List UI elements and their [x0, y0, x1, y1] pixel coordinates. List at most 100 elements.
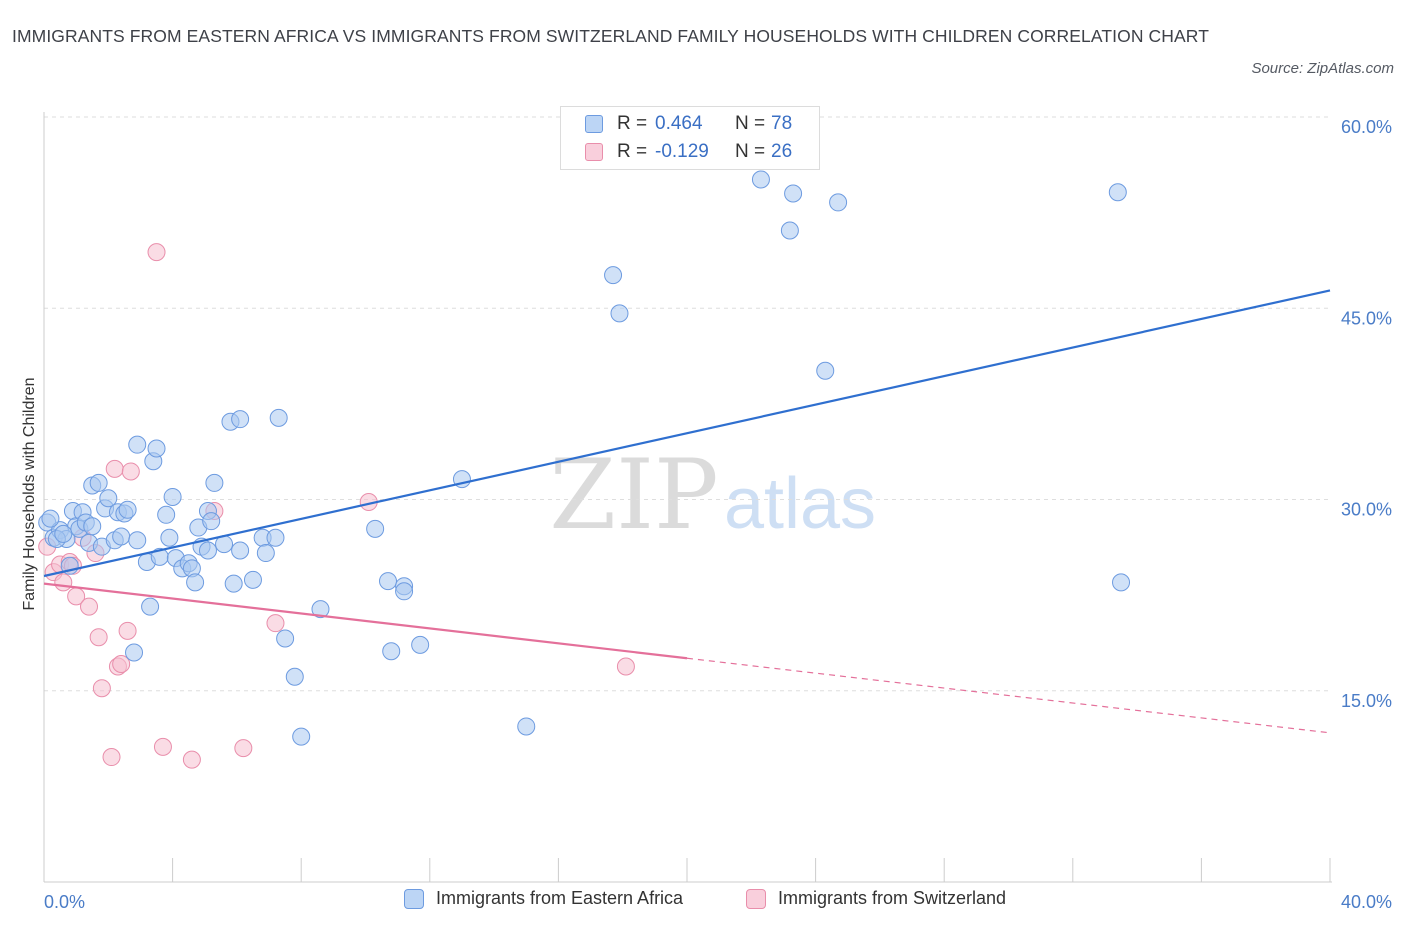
data-point-eastern-africa [1108, 183, 1127, 202]
data-point-eastern-africa [205, 473, 224, 492]
series-eastern-africa-points [38, 170, 1131, 746]
data-point-eastern-africa [198, 541, 217, 560]
data-point-eastern-africa [256, 544, 275, 563]
data-point-eastern-africa [89, 473, 108, 492]
data-point-eastern-africa [163, 487, 182, 506]
data-point-switzerland [80, 597, 99, 616]
data-point-eastern-africa [379, 572, 398, 591]
y-tick-labels: 15.0% 30.0% 45.0% 60.0% [1341, 117, 1392, 711]
data-point-eastern-africa [610, 304, 629, 323]
data-point-switzerland [147, 243, 166, 262]
series-legend: Immigrants from Eastern Africa Immigrant… [0, 888, 1406, 916]
data-point-eastern-africa [231, 410, 250, 429]
r-value: -0.129 [655, 141, 709, 162]
data-point-eastern-africa [224, 574, 243, 593]
trend-line-eastern-africa [43, 289, 1331, 578]
stats-row-switzerland: R = -0.129 N = 26 [585, 139, 792, 165]
legend-item-switzerland: Immigrants from Switzerland [746, 888, 1006, 909]
data-point-eastern-africa [395, 582, 414, 601]
data-point-eastern-africa [147, 439, 166, 458]
data-point-eastern-africa [780, 221, 799, 240]
data-point-switzerland [153, 737, 172, 756]
data-point-eastern-africa [125, 643, 144, 662]
data-point-eastern-africa [54, 524, 73, 543]
n-label: N = [735, 113, 766, 134]
source-credit: Source: ZipAtlas.com [1251, 60, 1394, 77]
data-point-eastern-africa [266, 528, 285, 547]
stats-legend: R = 0.464 N = 78 R = -0.129 N = 26 [560, 106, 820, 170]
data-point-eastern-africa [128, 531, 147, 550]
watermark-atlas: atlas [724, 464, 876, 544]
data-point-switzerland [54, 573, 73, 592]
data-point-switzerland [266, 614, 285, 633]
data-point-eastern-africa [292, 727, 311, 746]
data-point-eastern-africa [751, 170, 770, 189]
data-point-eastern-africa [118, 500, 137, 519]
data-point-switzerland [89, 628, 108, 647]
legend-swatch-blue [585, 115, 603, 133]
y-tick-label: 15.0% [1341, 691, 1392, 711]
data-point-eastern-africa [202, 512, 221, 531]
watermark-zip: ZIP [549, 439, 718, 551]
data-point-eastern-africa [411, 635, 430, 654]
grid-lines [44, 116, 1330, 692]
n-value: 78 [771, 113, 793, 134]
legend-swatch-pink [746, 888, 766, 909]
r-value: 0.464 [655, 113, 703, 134]
data-point-switzerland [112, 654, 131, 673]
trend-lines [43, 289, 1331, 734]
data-point-eastern-africa [160, 528, 179, 547]
trend-line-switzerland-extension [686, 657, 1331, 734]
y-tick-label: 30.0% [1341, 500, 1392, 520]
data-point-eastern-africa [604, 266, 623, 285]
x-tick-label-max: 40.0% [1341, 892, 1392, 912]
legend-swatch-pink [585, 143, 603, 161]
data-point-eastern-africa [141, 597, 160, 616]
n-value: 26 [771, 141, 793, 162]
r-label: R = [617, 113, 648, 134]
legend-label: Immigrants from Switzerland [778, 888, 1007, 908]
watermark: ZIP atlas [549, 439, 876, 551]
n-label: N = [735, 141, 766, 162]
data-point-eastern-africa [366, 519, 385, 538]
data-point-eastern-africa [112, 527, 131, 546]
data-point-eastern-africa [157, 505, 176, 524]
data-point-eastern-africa [816, 361, 835, 380]
y-tick-label: 45.0% [1341, 308, 1392, 328]
data-point-switzerland [102, 748, 121, 767]
data-point-eastern-africa [311, 600, 330, 619]
data-point-switzerland [92, 679, 111, 698]
data-point-switzerland [182, 750, 201, 769]
data-point-eastern-africa [382, 642, 401, 661]
data-point-eastern-africa [128, 435, 147, 454]
y-axis-label: Family Households with Children [21, 378, 38, 611]
data-point-eastern-africa [99, 489, 118, 508]
legend-label: Immigrants from Eastern Africa [436, 888, 684, 908]
data-point-eastern-africa [1112, 573, 1131, 592]
data-point-eastern-africa [829, 193, 848, 212]
legend-item-eastern-africa: Immigrants from Eastern Africa [404, 888, 683, 909]
data-point-eastern-africa [269, 408, 288, 427]
data-point-switzerland [616, 657, 635, 676]
data-point-eastern-africa [243, 570, 262, 589]
legend-swatch-blue [404, 888, 424, 909]
data-point-eastern-africa [784, 184, 803, 203]
trend-line-switzerland [43, 582, 688, 660]
data-point-eastern-africa [231, 541, 250, 560]
data-point-eastern-africa [285, 667, 304, 686]
x-tick-label-min: 0.0% [44, 892, 85, 912]
data-point-eastern-africa [276, 629, 295, 648]
data-point-switzerland [121, 462, 140, 481]
stats-row-eastern-africa: R = 0.464 N = 78 [585, 111, 792, 137]
x-tick-marks [172, 858, 1331, 882]
r-label: R = [617, 141, 648, 162]
data-point-eastern-africa [186, 573, 205, 592]
y-tick-label: 60.0% [1341, 117, 1392, 137]
data-point-switzerland [118, 621, 137, 640]
data-point-eastern-africa [517, 717, 536, 736]
chart-title: IMMIGRANTS FROM EASTERN AFRICA VS IMMIGR… [12, 26, 1209, 46]
data-point-eastern-africa [41, 509, 60, 528]
data-point-switzerland [234, 739, 253, 758]
data-point-switzerland [105, 459, 124, 478]
